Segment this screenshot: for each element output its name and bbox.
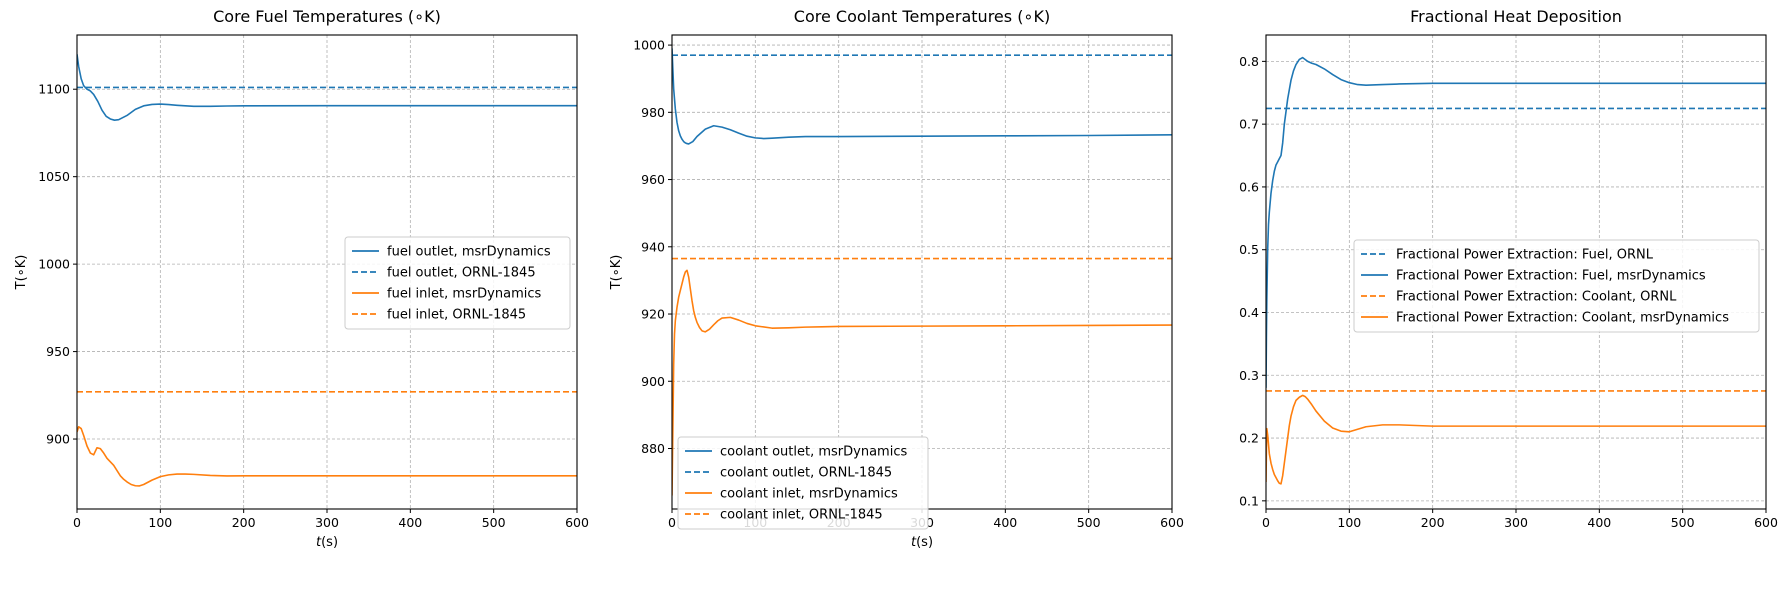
x-tick-label: 600 xyxy=(1160,515,1184,530)
legend-label: Fractional Power Extraction: Fuel, msrDy… xyxy=(1396,269,1706,284)
y-axis-label: T(∘K) xyxy=(609,255,624,291)
x-tick-label: 500 xyxy=(482,515,506,530)
legend-label: coolant outlet, ORNL-1845 xyxy=(720,466,892,481)
x-tick-label: 100 xyxy=(148,515,172,530)
series-line-fuel-inlet-msrdynamics xyxy=(77,425,577,487)
x-tick-label: 300 xyxy=(1504,515,1528,530)
y-tick-label: 1000 xyxy=(633,38,665,53)
y-tick-label: 0.3 xyxy=(1239,368,1259,383)
chart-panel-1: 0 100 200 300 400 500 600 900 950 1000 1050 1100 Cor… xyxy=(14,7,589,550)
y-tick-label: 0.7 xyxy=(1239,117,1259,132)
y-tick-label: 940 xyxy=(641,239,665,254)
series-group xyxy=(1266,56,1766,485)
y-tick-label: 1100 xyxy=(38,82,70,97)
legend-label: fuel inlet, msrDynamics xyxy=(387,287,541,302)
y-axis-label: T(∘K) xyxy=(14,255,29,291)
x-tick-label: 100 xyxy=(1337,515,1361,530)
legend: Fractional Power Extraction: Fuel, ORNL F… xyxy=(1353,239,1760,333)
legend-box xyxy=(677,436,929,530)
y-tick-label: 0.4 xyxy=(1239,305,1259,320)
x-tick-label: 0 xyxy=(73,515,81,530)
x-tick-label: 400 xyxy=(993,515,1017,530)
y-tick-label: 900 xyxy=(46,432,70,447)
legend-label: coolant inlet, ORNL-1845 xyxy=(720,508,883,523)
y-tick-label: 0.2 xyxy=(1239,431,1259,446)
chart-title: Core Coolant Temperatures (∘K) xyxy=(794,7,1050,26)
x-tick-label: 600 xyxy=(1754,515,1778,530)
y-tick-label: 950 xyxy=(46,344,70,359)
y-tick-label: 0.1 xyxy=(1239,493,1259,508)
y-tick-label: 960 xyxy=(641,172,665,187)
legend-label: fuel outlet, msrDynamics xyxy=(387,245,551,260)
x-axis-label: t(s) xyxy=(316,535,338,550)
y-tick-label: 0.5 xyxy=(1239,242,1259,257)
series-line-coolant-outlet-msrdynamics xyxy=(672,48,1172,145)
series-line-fuel-outlet-msrdynamics xyxy=(77,54,577,121)
x-tick-label: 200 xyxy=(1421,515,1445,530)
legend-label: fuel inlet, ORNL-1845 xyxy=(387,308,526,323)
x-tick-label: 400 xyxy=(398,515,422,530)
y-tick-label: 900 xyxy=(641,374,665,389)
legend-label: fuel outlet, ORNL-1845 xyxy=(387,266,536,281)
x-tick-label: 400 xyxy=(1587,515,1611,530)
x-tick-label: 500 xyxy=(1077,515,1101,530)
legend-label: coolant outlet, msrDynamics xyxy=(720,445,907,460)
series-group xyxy=(77,54,577,487)
y-tick-label: 880 xyxy=(641,441,665,456)
legend-box xyxy=(344,236,571,330)
legend: fuel outlet, msrDynamics fuel outlet, ORN… xyxy=(344,236,571,330)
legend-label: Fractional Power Extraction: Coolant, ms… xyxy=(1396,311,1729,326)
chart-title: Fractional Heat Deposition xyxy=(1410,7,1622,26)
y-tick-label: 980 xyxy=(641,105,665,120)
chart-panel-2: 0100200300400500600880900920940960980100… xyxy=(609,7,1184,550)
legend: coolant outlet, msrDynamics coolant outle… xyxy=(677,436,929,530)
x-tick-label: 600 xyxy=(565,515,589,530)
y-tick-label: 920 xyxy=(641,307,665,322)
series-line-fractional-power-extraction-fuel-msrdynamics xyxy=(1266,56,1766,388)
y-tick-label: 0.6 xyxy=(1239,179,1259,194)
legend-box xyxy=(1353,239,1760,333)
series-group xyxy=(672,48,1172,496)
x-tick-label: 0 xyxy=(1262,515,1270,530)
series-line-coolant-inlet-msrdynamics xyxy=(672,269,1172,496)
y-tick-label: 1050 xyxy=(38,169,70,184)
chart-panel-3: 0 100 200 300 400 500 600 0.1 0.2 0.3 0.4 0.5 0.6 0.7… xyxy=(1239,7,1778,530)
y-tick-label: 0.8 xyxy=(1239,54,1259,69)
x-tick-label: 500 xyxy=(1671,515,1695,530)
legend-label: Fractional Power Extraction: Fuel, ORNL xyxy=(1396,248,1654,263)
x-tick-label: 0 xyxy=(668,515,676,530)
x-axis-label: t(s) xyxy=(911,535,933,550)
y-tick-label: 1000 xyxy=(38,257,70,272)
legend-label: coolant inlet, msrDynamics xyxy=(720,487,898,502)
legend-label: Fractional Power Extraction: Coolant, OR… xyxy=(1396,290,1677,305)
chart-title: Core Fuel Temperatures (∘K) xyxy=(213,7,441,26)
x-tick-label: 300 xyxy=(315,515,339,530)
x-tick-label: 200 xyxy=(232,515,256,530)
series-line-fractional-power-extraction-coolant-msrdynamics xyxy=(1266,394,1766,485)
